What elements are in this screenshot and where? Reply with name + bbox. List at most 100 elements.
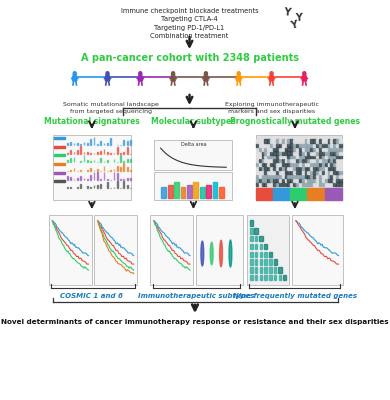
Bar: [296, 178, 299, 182]
Bar: [80, 144, 81, 145]
Bar: [268, 143, 270, 147]
Bar: [324, 171, 327, 174]
Text: Exploring immunotherapeutic
markers and sex disparities: Exploring immunotherapeutic markers and …: [225, 102, 319, 114]
Bar: [276, 140, 278, 143]
Bar: [100, 184, 101, 188]
Bar: [273, 178, 276, 182]
Bar: [316, 182, 319, 186]
Bar: [53, 137, 65, 139]
Text: Prognostically mutated genes: Prognostically mutated genes: [230, 117, 360, 126]
Bar: [279, 182, 282, 186]
Bar: [328, 174, 330, 178]
Bar: [130, 170, 131, 171]
Bar: [290, 159, 293, 162]
Bar: [259, 236, 262, 242]
Bar: [336, 155, 339, 158]
Bar: [80, 170, 81, 171]
Bar: [260, 275, 262, 280]
Bar: [256, 167, 259, 170]
Bar: [256, 143, 259, 147]
Bar: [322, 178, 324, 182]
Bar: [77, 150, 78, 154]
Bar: [250, 275, 252, 280]
Circle shape: [270, 72, 273, 76]
Polygon shape: [138, 76, 142, 81]
Bar: [302, 171, 304, 174]
Bar: [268, 171, 270, 174]
Bar: [330, 147, 333, 150]
Bar: [319, 163, 321, 166]
Bar: [279, 275, 281, 280]
Bar: [302, 167, 304, 170]
Bar: [296, 155, 299, 158]
Bar: [53, 154, 65, 156]
Bar: [87, 179, 88, 180]
Bar: [262, 159, 264, 162]
Polygon shape: [171, 76, 175, 81]
Bar: [339, 182, 342, 186]
Bar: [113, 187, 114, 188]
Circle shape: [172, 72, 175, 76]
FancyBboxPatch shape: [154, 140, 232, 170]
Bar: [282, 140, 284, 143]
Bar: [259, 155, 261, 158]
Bar: [299, 140, 301, 143]
Bar: [264, 259, 267, 265]
Bar: [127, 147, 128, 154]
FancyBboxPatch shape: [53, 135, 131, 200]
Bar: [256, 188, 273, 200]
Bar: [307, 188, 324, 200]
Bar: [270, 155, 273, 158]
Bar: [130, 178, 131, 180]
Bar: [330, 167, 333, 170]
Bar: [333, 159, 336, 162]
Bar: [313, 159, 316, 162]
Bar: [282, 167, 284, 170]
Bar: [305, 163, 307, 166]
Bar: [333, 171, 336, 174]
Bar: [130, 158, 131, 162]
Bar: [313, 171, 316, 174]
Bar: [260, 252, 262, 257]
Bar: [262, 140, 264, 143]
Circle shape: [139, 72, 142, 76]
Bar: [279, 167, 282, 170]
Bar: [268, 178, 270, 182]
Bar: [322, 151, 324, 154]
Bar: [270, 143, 273, 147]
Bar: [270, 163, 273, 166]
Bar: [285, 174, 287, 178]
Bar: [279, 178, 282, 182]
Text: Y: Y: [289, 19, 298, 31]
Bar: [130, 140, 131, 145]
Bar: [187, 184, 192, 198]
Bar: [299, 155, 301, 158]
Bar: [302, 151, 304, 154]
Bar: [70, 187, 71, 188]
Bar: [336, 143, 339, 147]
Bar: [324, 178, 327, 182]
Bar: [268, 167, 270, 170]
Bar: [296, 167, 299, 170]
Bar: [87, 186, 88, 188]
Bar: [316, 140, 319, 143]
Bar: [127, 167, 128, 171]
Bar: [313, 182, 316, 186]
Bar: [268, 151, 270, 154]
Bar: [293, 143, 296, 147]
Bar: [264, 252, 267, 257]
Bar: [262, 163, 264, 166]
Bar: [259, 143, 261, 147]
Bar: [333, 167, 336, 170]
Bar: [279, 151, 282, 154]
Bar: [287, 155, 290, 158]
Bar: [107, 143, 108, 145]
Bar: [293, 155, 296, 158]
Bar: [113, 159, 114, 162]
Bar: [302, 140, 304, 143]
Bar: [307, 159, 310, 162]
Bar: [296, 171, 299, 174]
Bar: [276, 155, 278, 158]
Bar: [107, 152, 108, 154]
Bar: [268, 159, 270, 162]
